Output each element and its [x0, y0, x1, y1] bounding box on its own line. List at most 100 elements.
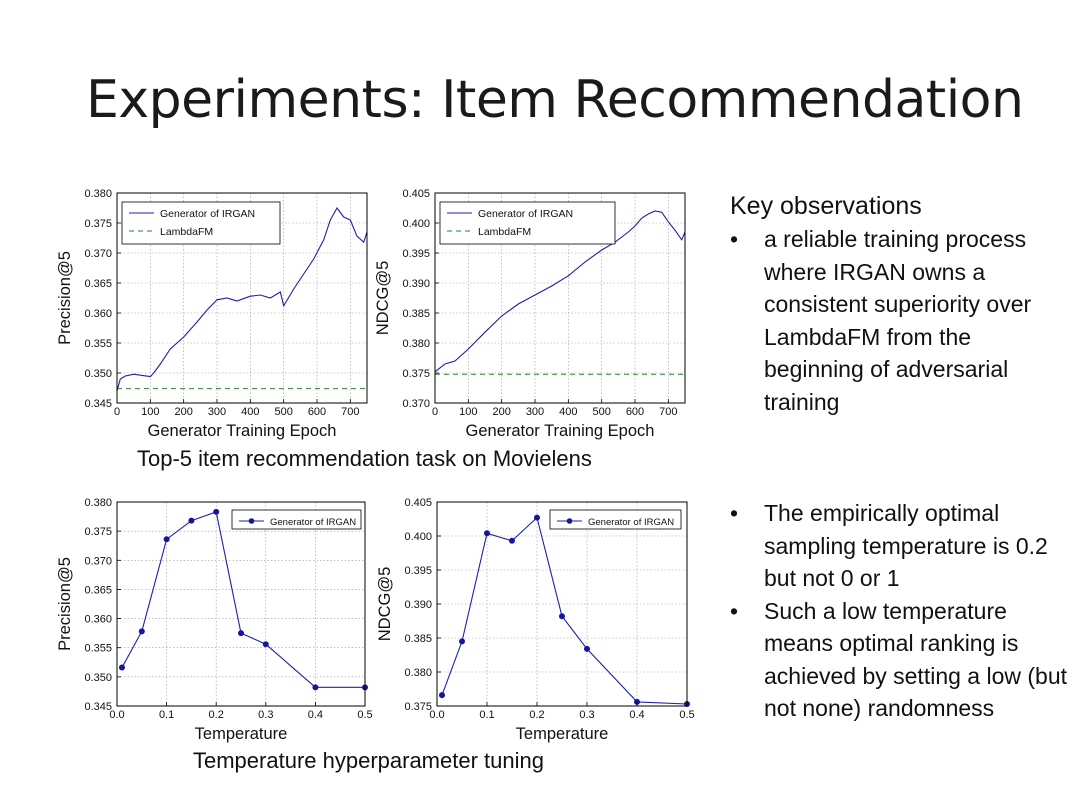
- x-tick-label: 600: [626, 406, 644, 418]
- legend-label: LambdaFM: [160, 226, 213, 238]
- y-tick-label: 0.375: [84, 526, 112, 538]
- x-tick-label: 700: [659, 406, 677, 418]
- x-tick-label: 0.3: [258, 709, 273, 721]
- x-tick-label: 0.4: [308, 709, 323, 721]
- x-tick-label: 0.2: [529, 709, 544, 721]
- caption-top: Top-5 item recommendation task on Moviel…: [137, 446, 592, 471]
- x-tick-label: 500: [592, 406, 610, 418]
- x-axis-label: Temperature: [516, 725, 609, 743]
- data-point: [118, 664, 125, 671]
- y-tick-label: 0.370: [402, 398, 430, 410]
- data-point: [213, 508, 220, 515]
- y-tick-label: 0.345: [84, 701, 112, 713]
- y-axis-label: Precision@5: [56, 557, 74, 651]
- precision-temperature-chart: 0.0 0.1 0.2 0.3 0.4 0.5 0.345 0.350 0.355 0.360 0.…: [56, 497, 373, 743]
- y-tick-label: 0.350: [84, 672, 112, 684]
- x-tick-label: 0.4: [629, 709, 644, 721]
- y-tick-label: 0.365: [84, 278, 112, 290]
- y-tick-label: 0.355: [84, 643, 112, 655]
- x-tick-label: 0.1: [479, 709, 494, 721]
- y-tick-label: 0.375: [84, 218, 112, 230]
- key-observations: Key observations • a reliable training p…: [730, 192, 1070, 418]
- y-tick-label: 0.390: [404, 599, 432, 611]
- legend-label: Generator of IRGAN: [478, 208, 573, 220]
- legend-box: [231, 509, 362, 530]
- x-tick-label: 400: [241, 406, 259, 418]
- ndcg-temperature-chart: 0.0 0.1 0.2 0.3 0.4 0.5 0.375 0.380 0.385 0.390 0.…: [376, 497, 695, 743]
- y-axis-label: NDCG@5: [374, 261, 392, 336]
- bullet-item: • The empirically optimal sampling tempe…: [730, 497, 1070, 595]
- data-point: [138, 628, 145, 635]
- y-tick-label: 0.365: [84, 584, 112, 596]
- data-point: [238, 630, 244, 637]
- bullet-item: • Such a low temperature means optimal r…: [730, 595, 1070, 725]
- x-tick-label: 0.0: [109, 709, 124, 721]
- plot-frame: [434, 192, 686, 404]
- y-tick-label: 0.400: [404, 531, 432, 543]
- data-point: [634, 698, 640, 705]
- legend-marker: [566, 518, 573, 524]
- x-tick-label: 0.5: [679, 709, 694, 721]
- data-point: [312, 684, 319, 691]
- data-point: [484, 530, 490, 537]
- y-tick-label: 0.375: [404, 701, 432, 713]
- y-tick-label: 0.380: [402, 338, 430, 350]
- data-point: [559, 613, 565, 620]
- legend-box: [439, 201, 616, 245]
- x-tick-label: 200: [492, 406, 510, 418]
- bullet-dot: •: [730, 226, 739, 252]
- y-tick-label: 0.400: [402, 218, 430, 230]
- x-tick-label: 0.0: [429, 709, 444, 721]
- x-tick-label: 700: [341, 406, 359, 418]
- data-point: [262, 641, 269, 648]
- x-tick-label: 100: [141, 406, 159, 418]
- x-tick-label: 0: [432, 406, 438, 418]
- series-irgan-line: [121, 511, 365, 688]
- slide-title: Experiments: Item Recommendation: [86, 70, 1024, 130]
- plot-frame: [436, 501, 688, 707]
- y-tick-label: 0.390: [402, 278, 430, 290]
- legend-label: LambdaFM: [478, 226, 531, 238]
- y-tick-label: 0.360: [84, 308, 112, 320]
- legend-label: Generator of IRGAN: [588, 517, 674, 528]
- data-point: [163, 536, 170, 543]
- x-tick-label: 300: [526, 406, 544, 418]
- data-point: [459, 638, 465, 645]
- bullet-dot: •: [730, 500, 739, 526]
- x-axis-label: Generator Training Epoch: [148, 422, 337, 440]
- y-tick-label: 0.395: [404, 565, 432, 577]
- legend-label: Generator of IRGAN: [270, 517, 356, 528]
- plot-frame: [116, 501, 366, 707]
- x-tick-label: 0.1: [159, 709, 174, 721]
- x-tick-label: 0.2: [209, 709, 224, 721]
- bullet-item: • a reliable training process where IRGA…: [730, 223, 1070, 418]
- x-axis-label: Temperature: [195, 725, 288, 743]
- legend-label: Generator of IRGAN: [160, 208, 255, 220]
- y-tick-label: 0.375: [402, 368, 430, 380]
- y-tick-label: 0.355: [84, 338, 112, 350]
- x-tick-label: 500: [274, 406, 292, 418]
- y-tick-label: 0.350: [84, 368, 112, 380]
- x-tick-label: 300: [208, 406, 226, 418]
- legend-box: [121, 201, 281, 245]
- x-tick-label: 0.5: [357, 709, 372, 721]
- x-tick-label: 600: [308, 406, 326, 418]
- caption-bottom: Temperature hyperparameter tuning: [193, 748, 544, 773]
- y-axis-label: NDCG@5: [376, 567, 394, 642]
- observations-heading: Key observations: [730, 192, 922, 220]
- x-tick-label: 100: [459, 406, 477, 418]
- plot-frame: [116, 192, 368, 404]
- data-point: [439, 692, 445, 699]
- x-tick-label: 400: [559, 406, 577, 418]
- data-point: [534, 514, 540, 521]
- y-tick-label: 0.380: [84, 497, 112, 509]
- x-tick-label: 0: [114, 406, 120, 418]
- bullet-text: a reliable training process where IRGAN …: [764, 226, 1032, 415]
- y-tick-label: 0.360: [84, 614, 112, 626]
- y-tick-label: 0.395: [402, 248, 430, 260]
- series-irgan-line: [441, 516, 688, 705]
- bullet-dot: •: [730, 597, 739, 624]
- y-tick-label: 0.370: [84, 248, 112, 260]
- x-tick-label: 200: [174, 406, 192, 418]
- bullet-text: The empirically optimal sampling tempera…: [764, 500, 1048, 591]
